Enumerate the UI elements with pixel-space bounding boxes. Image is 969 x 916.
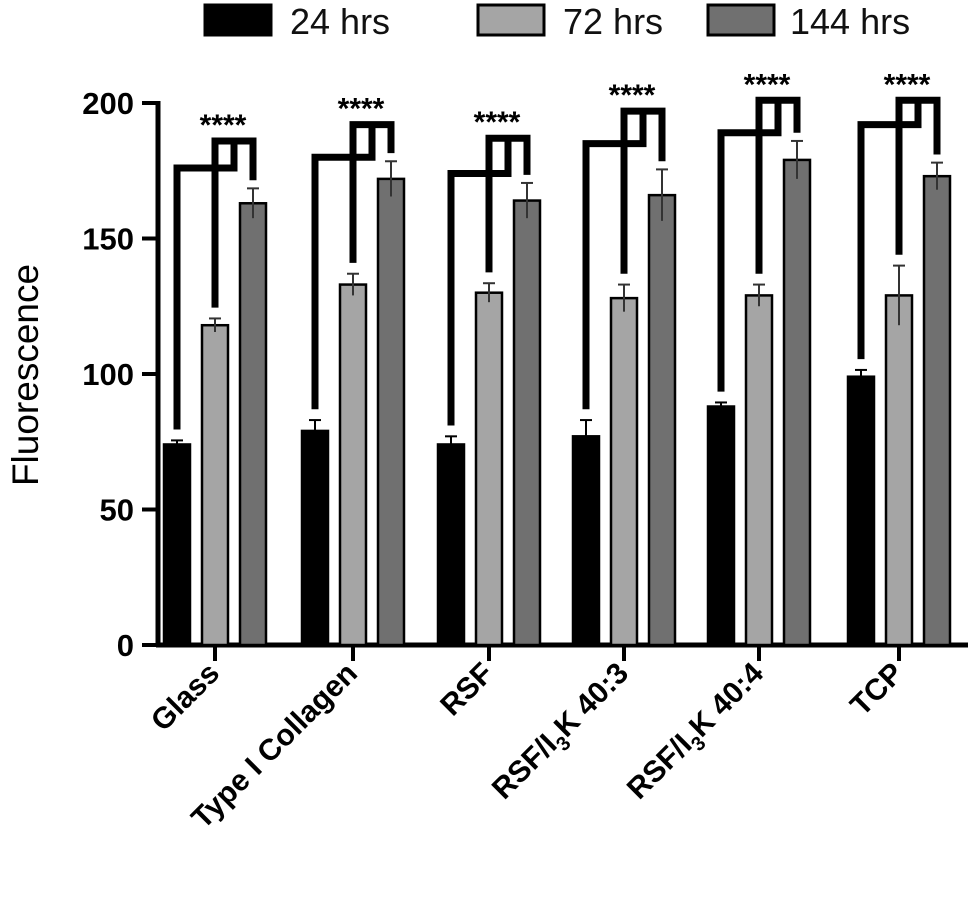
bar [571,435,601,647]
significance-label: **** [609,79,656,112]
axes: 0 50 100 150 200 [82,86,968,663]
legend-swatch [706,3,776,37]
error-bar [580,419,592,453]
error-bar [618,283,630,312]
significance-label: **** [884,68,931,101]
bar [474,291,504,647]
error-bar [521,181,533,219]
category-label: TCP [844,657,910,723]
bar [162,443,192,647]
y-axis-label: Fluorescence [5,264,46,486]
error-bar [347,272,359,296]
significance-bracket [717,96,801,392]
bar [300,429,330,647]
bar [884,294,914,647]
error-bar [656,168,668,221]
bar [744,294,774,647]
legend-swatch [476,3,546,37]
error-bar [247,187,259,219]
bar [609,296,639,647]
error-bar [171,439,183,449]
y-tick-label: 50 [100,493,134,528]
y-tick-label: 150 [82,222,134,257]
error-bar [931,161,943,190]
significance-label: **** [744,68,791,101]
significance-bracket [311,121,395,410]
error-bar [753,283,765,307]
bar [846,375,876,647]
legend-label: 144 hrs [790,1,910,42]
bar [376,177,406,647]
bar [647,193,677,647]
category-label: RSF/I3K 40:3 [486,657,639,810]
bar [436,443,466,647]
error-bar [791,139,803,179]
category-label: Glass [145,657,226,738]
category-label: RSF [434,657,500,723]
legend-label: 24 hrs [290,1,390,42]
significance-bracket [447,134,531,426]
significance-brackets: **** **** **** **** **** **** [173,68,941,430]
significance-bracket [857,96,941,360]
significance-bracket [582,107,666,410]
error-bar [209,317,221,332]
bar [238,202,268,647]
error-bar [715,401,727,411]
bar [338,283,368,647]
error-bar [309,419,321,442]
error-bar [893,264,905,326]
legend-label: 72 hrs [563,1,663,42]
significance-label: **** [338,93,385,126]
y-tick-label: 0 [117,628,134,663]
significance-bracket [173,137,257,430]
bar [200,323,230,647]
bar [782,158,812,647]
bar [922,174,952,647]
y-tick-label: 200 [82,86,134,121]
bars [162,139,952,647]
significance-label: **** [474,106,521,139]
bar [706,405,736,647]
legend: 24 hrs 72 hrs 144 hrs [203,1,910,42]
error-bar [855,368,867,384]
error-bar [483,282,495,303]
error-bar [385,160,397,197]
y-tick-label: 100 [82,357,134,392]
bar [512,199,542,647]
error-bar [445,435,457,453]
legend-swatch [203,3,273,37]
significance-label: **** [200,109,247,142]
category-label: RSF/I3K 40:4 [621,656,775,810]
